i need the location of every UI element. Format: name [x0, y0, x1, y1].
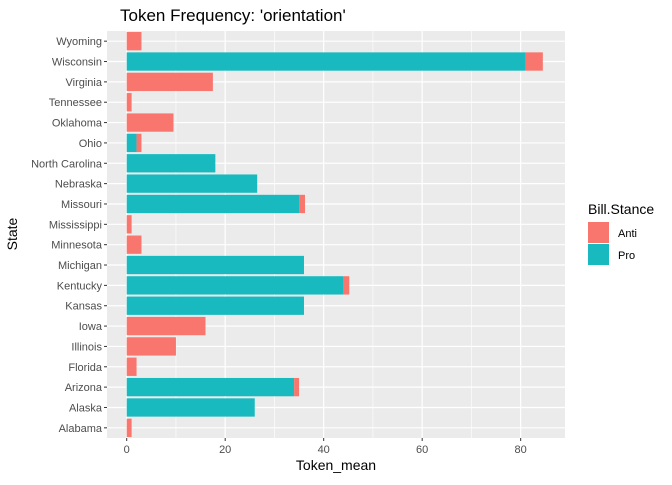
- y-tick-label: Arizona: [65, 382, 103, 394]
- legend-label-pro: Pro: [618, 250, 635, 262]
- bar-anti-arizona: [294, 377, 300, 397]
- y-tick-label: Alaska: [69, 402, 103, 414]
- y-tick-label: Minnesota: [51, 240, 103, 252]
- y-tick-label: Mississippi: [49, 219, 102, 231]
- legend-key-pro: [588, 244, 609, 265]
- x-tick-label: 80: [515, 444, 527, 456]
- y-tick-label: Virginia: [66, 77, 103, 89]
- legend: Bill.Stance Anti Pro: [588, 201, 654, 265]
- bar-anti-iowa: [126, 316, 206, 336]
- y-tick-label: Nebraska: [55, 179, 103, 191]
- bar-anti-wyoming: [126, 32, 142, 51]
- bar-pro-kentucky: [126, 276, 344, 295]
- bar-pro-kansas: [126, 296, 304, 315]
- x-tick-label: 40: [318, 444, 330, 456]
- bar-anti-tennessee: [126, 93, 132, 112]
- bar-anti-oklahoma: [126, 113, 174, 132]
- x-tick-label: 20: [219, 444, 231, 456]
- bar-anti-alabama: [126, 418, 132, 437]
- bar-pro-michigan: [126, 255, 304, 275]
- bar-pro-nebraska: [126, 174, 258, 193]
- y-tick-label: North Carolina: [31, 158, 103, 170]
- bar-pro-missouri: [126, 194, 300, 214]
- bar-pro-alaska: [126, 398, 255, 417]
- bar-anti-kentucky: [343, 276, 350, 295]
- y-tick-label: Michigan: [58, 260, 102, 272]
- y-tick-label: Missouri: [61, 199, 102, 211]
- chart-title: Token Frequency: 'orientation': [120, 6, 346, 25]
- bar-pro-wisconsin: [126, 52, 526, 71]
- bar-anti-ohio: [136, 133, 142, 153]
- bar-anti-illinois: [126, 337, 176, 356]
- bar-layer: [126, 32, 543, 437]
- y-tick-label: Ohio: [79, 138, 102, 150]
- plot-panel: [107, 31, 565, 438]
- y-axis-title: State: [4, 217, 20, 250]
- y-tick-label: Kansas: [65, 301, 102, 313]
- y-tick-label: Alabama: [59, 423, 103, 435]
- x-tick-label: 60: [416, 444, 428, 456]
- y-tick-label: Kentucky: [57, 280, 103, 292]
- y-tick-label: Wyoming: [56, 36, 102, 48]
- bar-anti-florida: [126, 357, 137, 376]
- bar-pro-north-carolina: [126, 154, 216, 173]
- bar-anti-virginia: [126, 72, 213, 92]
- legend-label-anti: Anti: [618, 228, 637, 240]
- y-tick-label: Wisconsin: [52, 57, 102, 69]
- bar-pro-arizona: [126, 377, 295, 397]
- x-tick-label: 0: [124, 444, 130, 456]
- bar-pro-ohio: [126, 133, 137, 153]
- bar-anti-mississippi: [126, 215, 132, 234]
- axis-layer: Wyoming Wisconsin Virginia Tennessee Oklahom…: [31, 36, 527, 456]
- legend-key-anti: [588, 222, 609, 243]
- bar-anti-wisconsin: [525, 52, 543, 71]
- x-axis-title: Token_mean: [296, 457, 376, 473]
- y-tick-label: Tennessee: [49, 97, 102, 109]
- y-tick-label: Oklahoma: [52, 118, 103, 130]
- bar-anti-minnesota: [126, 235, 142, 254]
- y-tick-label: Iowa: [79, 321, 103, 333]
- legend-title: Bill.Stance: [588, 201, 654, 217]
- legend-items: Anti Pro: [588, 222, 637, 265]
- bar-anti-missouri: [299, 194, 305, 214]
- y-tick-label: Illinois: [71, 341, 102, 353]
- y-tick-label: Florida: [68, 362, 103, 374]
